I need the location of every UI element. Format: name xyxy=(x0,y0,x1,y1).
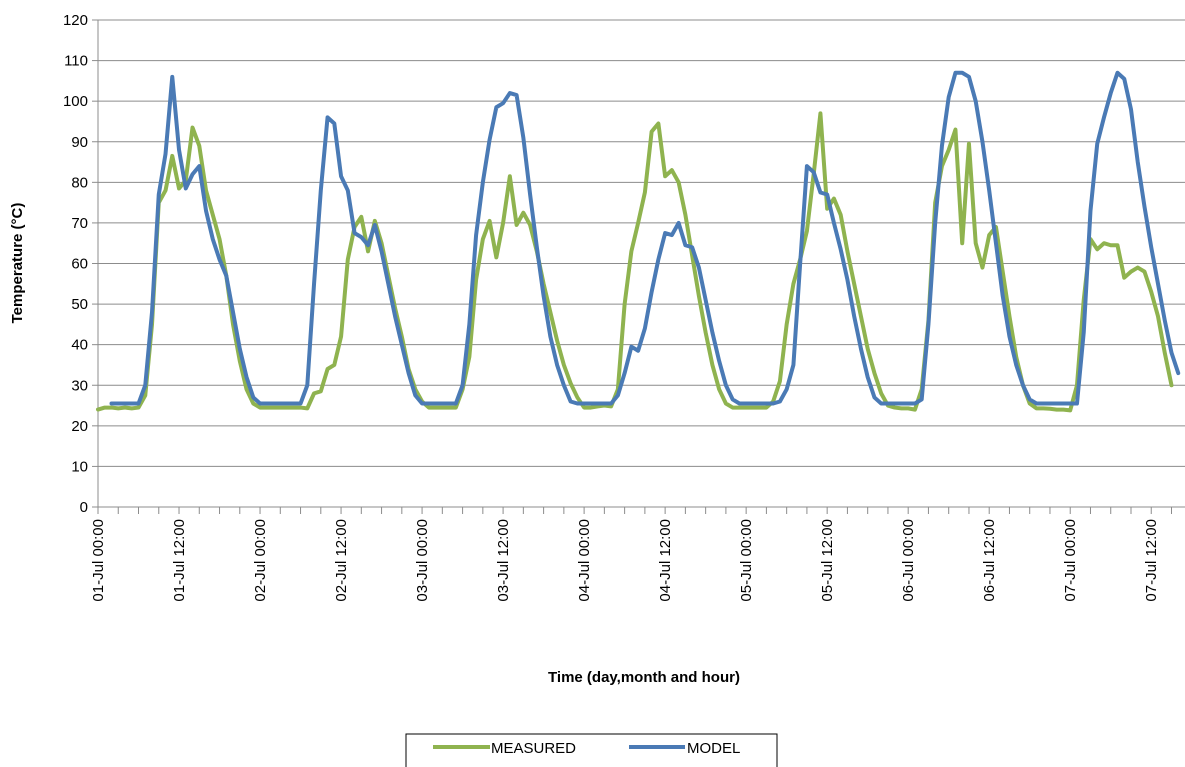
gridlines xyxy=(98,19,1185,467)
y-tick-label-30: 30 xyxy=(71,377,88,394)
series-line-measured xyxy=(96,111,1174,413)
x-tick-label: 04-Jul 12:00 xyxy=(657,519,674,602)
y-tick-label-0: 0 xyxy=(80,499,88,516)
x-tick-label: 06-Jul 00:00 xyxy=(900,519,917,602)
x-tick-label: 01-Jul 00:00 xyxy=(90,519,107,602)
y-tick-label-20: 20 xyxy=(71,418,88,435)
x-tick-label: 07-Jul 12:00 xyxy=(1143,519,1160,602)
x-tick-label: 05-Jul 12:00 xyxy=(819,519,836,602)
y-tick-label-60: 60 xyxy=(71,256,88,273)
legend-label-measured: MEASURED xyxy=(491,740,576,757)
series-line-model xyxy=(109,70,1181,406)
x-tick-label: 07-Jul 00:00 xyxy=(1062,519,1079,602)
axes xyxy=(92,19,1185,514)
series-lines xyxy=(96,70,1181,413)
x-tick-label: 02-Jul 00:00 xyxy=(252,519,269,602)
y-tick-label-40: 40 xyxy=(71,337,88,354)
legend-label-model: MODEL xyxy=(687,740,740,757)
x-tick-label: 05-Jul 00:00 xyxy=(738,519,755,602)
tick-labels: 0 10 20 30 40 50 60 70 80 90 100 110 120 01-Jul 00:00… xyxy=(63,12,1160,602)
y-tick-label-80: 80 xyxy=(71,174,88,191)
legend: MEASURED MODEL xyxy=(405,733,778,767)
x-tick-label: 02-Jul 12:00 xyxy=(333,519,350,602)
y-tick-label-120: 120 xyxy=(63,12,88,29)
x-tick-label: 03-Jul 00:00 xyxy=(414,519,431,602)
y-tick-label-110: 110 xyxy=(64,53,88,70)
x-tick-label: 01-Jul 12:00 xyxy=(171,519,188,602)
x-tick-label: 06-Jul 12:00 xyxy=(981,519,998,602)
x-tick-label: 04-Jul 00:00 xyxy=(576,519,593,602)
x-axis-title: Time (day,month and hour) xyxy=(548,669,740,686)
y-tick-label-100: 100 xyxy=(63,93,88,110)
y-tick-label-90: 90 xyxy=(71,134,88,151)
y-axis-title: Temperature (°C) xyxy=(9,203,26,324)
x-tick-label: 03-Jul 12:00 xyxy=(495,519,512,602)
y-tick-label-10: 10 xyxy=(71,458,88,475)
legend-box xyxy=(405,733,778,767)
y-tick-label-50: 50 xyxy=(71,296,88,313)
y-tick-label-70: 70 xyxy=(71,215,88,232)
